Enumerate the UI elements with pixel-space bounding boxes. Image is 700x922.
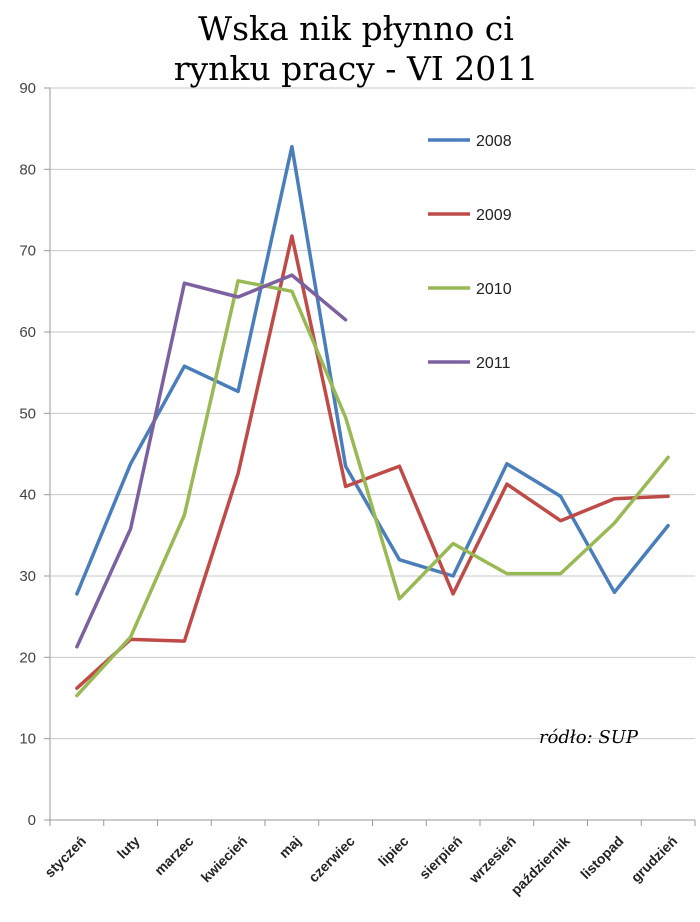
y-tick-label: 50 bbox=[19, 405, 36, 422]
legend-label-2010: 2010 bbox=[476, 281, 512, 298]
x-tick-label: maj bbox=[276, 833, 304, 861]
legend-label-2009: 2009 bbox=[476, 207, 512, 224]
legend-label-2008: 2008 bbox=[476, 133, 512, 150]
series-lines bbox=[75, 144, 670, 698]
x-tick-label: listopad bbox=[577, 833, 626, 882]
y-tick-label: 10 bbox=[19, 731, 36, 748]
x-tick-label: styczeń bbox=[41, 833, 89, 881]
y-tick-label: 40 bbox=[19, 487, 36, 504]
x-tick-label: czerwiec bbox=[305, 833, 358, 886]
y-tick-label: 60 bbox=[19, 324, 36, 341]
y-tick-label: 20 bbox=[19, 649, 36, 666]
legend-label-2011: 2011 bbox=[476, 355, 511, 372]
series-line-2011 bbox=[75, 273, 348, 649]
series-line-2010 bbox=[75, 279, 670, 698]
chart-title-line-2: rynku pracy - VI 2011 bbox=[174, 49, 539, 88]
source-annotation: ródło: SUP bbox=[539, 727, 639, 748]
y-tick-label: 30 bbox=[19, 568, 36, 585]
y-tick-label: 80 bbox=[19, 161, 36, 178]
x-tick-label: luty bbox=[114, 833, 143, 862]
x-tick-label: wrzesień bbox=[465, 833, 519, 887]
x-tick-label: lipiec bbox=[375, 833, 412, 870]
x-tick-label: sierpień bbox=[416, 833, 465, 882]
legend: 2008 2009 2010 2011 bbox=[428, 133, 512, 372]
y-tick-label: 70 bbox=[19, 243, 36, 260]
x-tick-label: kwiecień bbox=[198, 833, 251, 886]
y-tick-label: 0 bbox=[28, 812, 36, 829]
x-tick-label: grudzień bbox=[628, 833, 681, 886]
x-tick-label: marzec bbox=[151, 833, 197, 879]
y-tick-label: 90 bbox=[19, 80, 36, 97]
chart-title-line-1: Wska nik płynno ci bbox=[198, 9, 514, 48]
series-line-2009 bbox=[75, 234, 670, 690]
